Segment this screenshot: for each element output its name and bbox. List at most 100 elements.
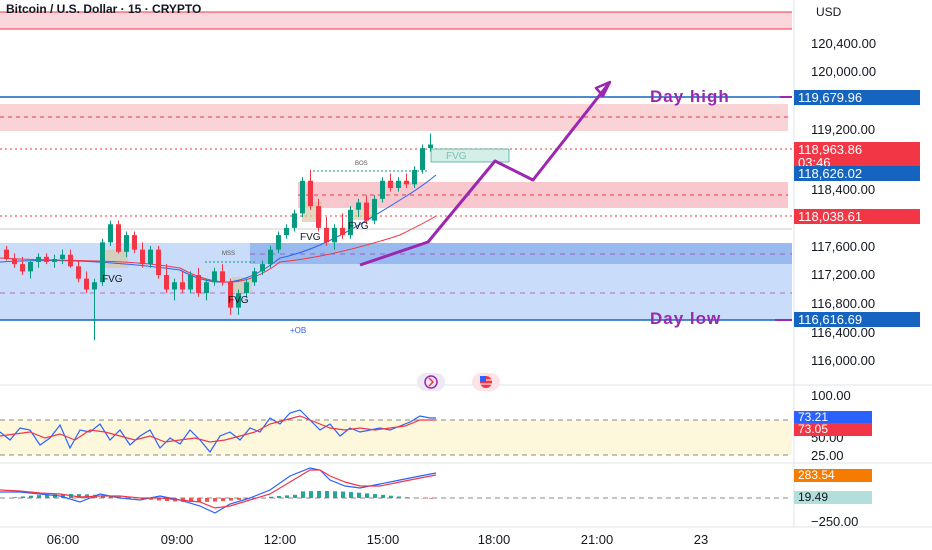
candle-body [204,282,209,294]
macd-hist-tag: 19.49 [794,491,872,504]
macd-bar [37,495,41,498]
candle-body [4,249,9,260]
macd-bar [333,491,337,498]
time-tick: 15:00 [366,532,400,547]
price-tick: 119,200.00 [811,122,876,137]
time-tick: 18:00 [477,532,511,547]
macd-bar [341,491,345,498]
macd-bar [77,494,81,498]
candle-body [396,180,401,188]
rsi-line-red [0,415,436,443]
ob-label: +OB [290,326,307,335]
candle-body [68,254,73,267]
macd-bar [45,494,49,498]
replay-icon-glyph [424,375,438,389]
candle-body [92,282,97,290]
macd-bar [301,491,305,498]
rsi-tick: 100.00 [811,388,851,403]
us-flag-glyph [480,376,492,388]
candle-body [380,180,385,199]
us-flag-icon[interactable] [472,373,500,391]
macd-bar [405,497,409,498]
price-tick: 120,400.00 [811,36,877,51]
price-tick: 120,000.00 [811,64,877,79]
candle-body [100,242,105,283]
macd-bar [165,498,169,502]
candle-body [308,180,313,207]
top-supply-zone [0,12,792,29]
rsi-band [0,420,792,455]
price-tick: 117,600.00 [811,239,876,254]
macd-bar [13,497,17,498]
macd-bar [317,491,321,498]
mss-label: MSS [222,251,236,257]
candle-body [132,235,137,250]
time-tick: 09:00 [160,532,194,547]
bos-label: BOS [355,161,368,167]
replay-icon[interactable] [417,373,445,391]
candles-layer [4,133,433,341]
macd-bar [197,498,201,502]
macd-bar [229,498,233,501]
macd-bar [429,498,433,499]
candle-body [12,259,17,265]
candle-body [84,278,89,290]
candle-body [180,282,185,290]
rsi-signal-tag: 73.05 [794,423,872,436]
candle-body [20,264,25,272]
macd-bar [221,498,225,502]
candle-body [244,282,249,294]
price-tick: 116,400.00 [811,325,876,340]
macd-bar [205,498,209,502]
candle-body [388,180,393,188]
candle-body [412,169,417,185]
candle-body [260,264,265,272]
macd-bar [309,491,313,498]
last-price-tag: 118,963.86 [794,142,920,157]
candle-body [340,227,345,236]
candle-body [28,261,33,272]
candle-body [324,227,329,243]
fvg-box-top [430,148,510,163]
price-tick: 116,800.00 [811,296,876,311]
candle-body [52,259,57,262]
currency-label[interactable]: USD [816,5,842,19]
candle-body [372,198,377,221]
day-high-label: Day high [650,87,730,106]
projection-arrowhead [594,80,612,98]
candle-body [108,224,113,243]
candle-body [36,256,41,262]
time-tick: 06:00 [46,532,80,547]
candle-body [196,275,201,294]
candle-body [276,235,281,250]
projection-path [359,81,612,267]
candle-body [252,271,257,283]
macd-bar [29,495,33,498]
candle-body [44,256,49,262]
rsi-value-tag: 73.21 [794,411,872,424]
macd-bar [189,498,193,502]
macd-tick: −250.00 [811,514,859,529]
macd-bar [381,494,385,498]
candle-body [188,275,193,290]
candle-body [404,180,409,185]
rsi-tick: 25.00 [811,448,844,463]
day-high-price-tag: 119,679.96 [794,90,920,105]
candle-body [268,249,273,265]
fvg-label: FVG [300,232,321,243]
candle-body [420,148,425,170]
macd-bar [325,491,329,498]
macd-bar [277,496,281,498]
macd-bar [285,495,289,498]
day-low-label: Day low [650,309,722,328]
candle-body [124,235,129,252]
candle-body [300,180,305,214]
fvg-label: FVG [348,221,369,232]
macd-bar [349,492,353,498]
price-tick: 117,200.00 [811,267,876,282]
chart-title: Bitcoin / U.S. Dollar · 15 · CRYPTO [6,2,202,16]
candle-body [292,213,297,228]
candle-body [140,249,145,265]
